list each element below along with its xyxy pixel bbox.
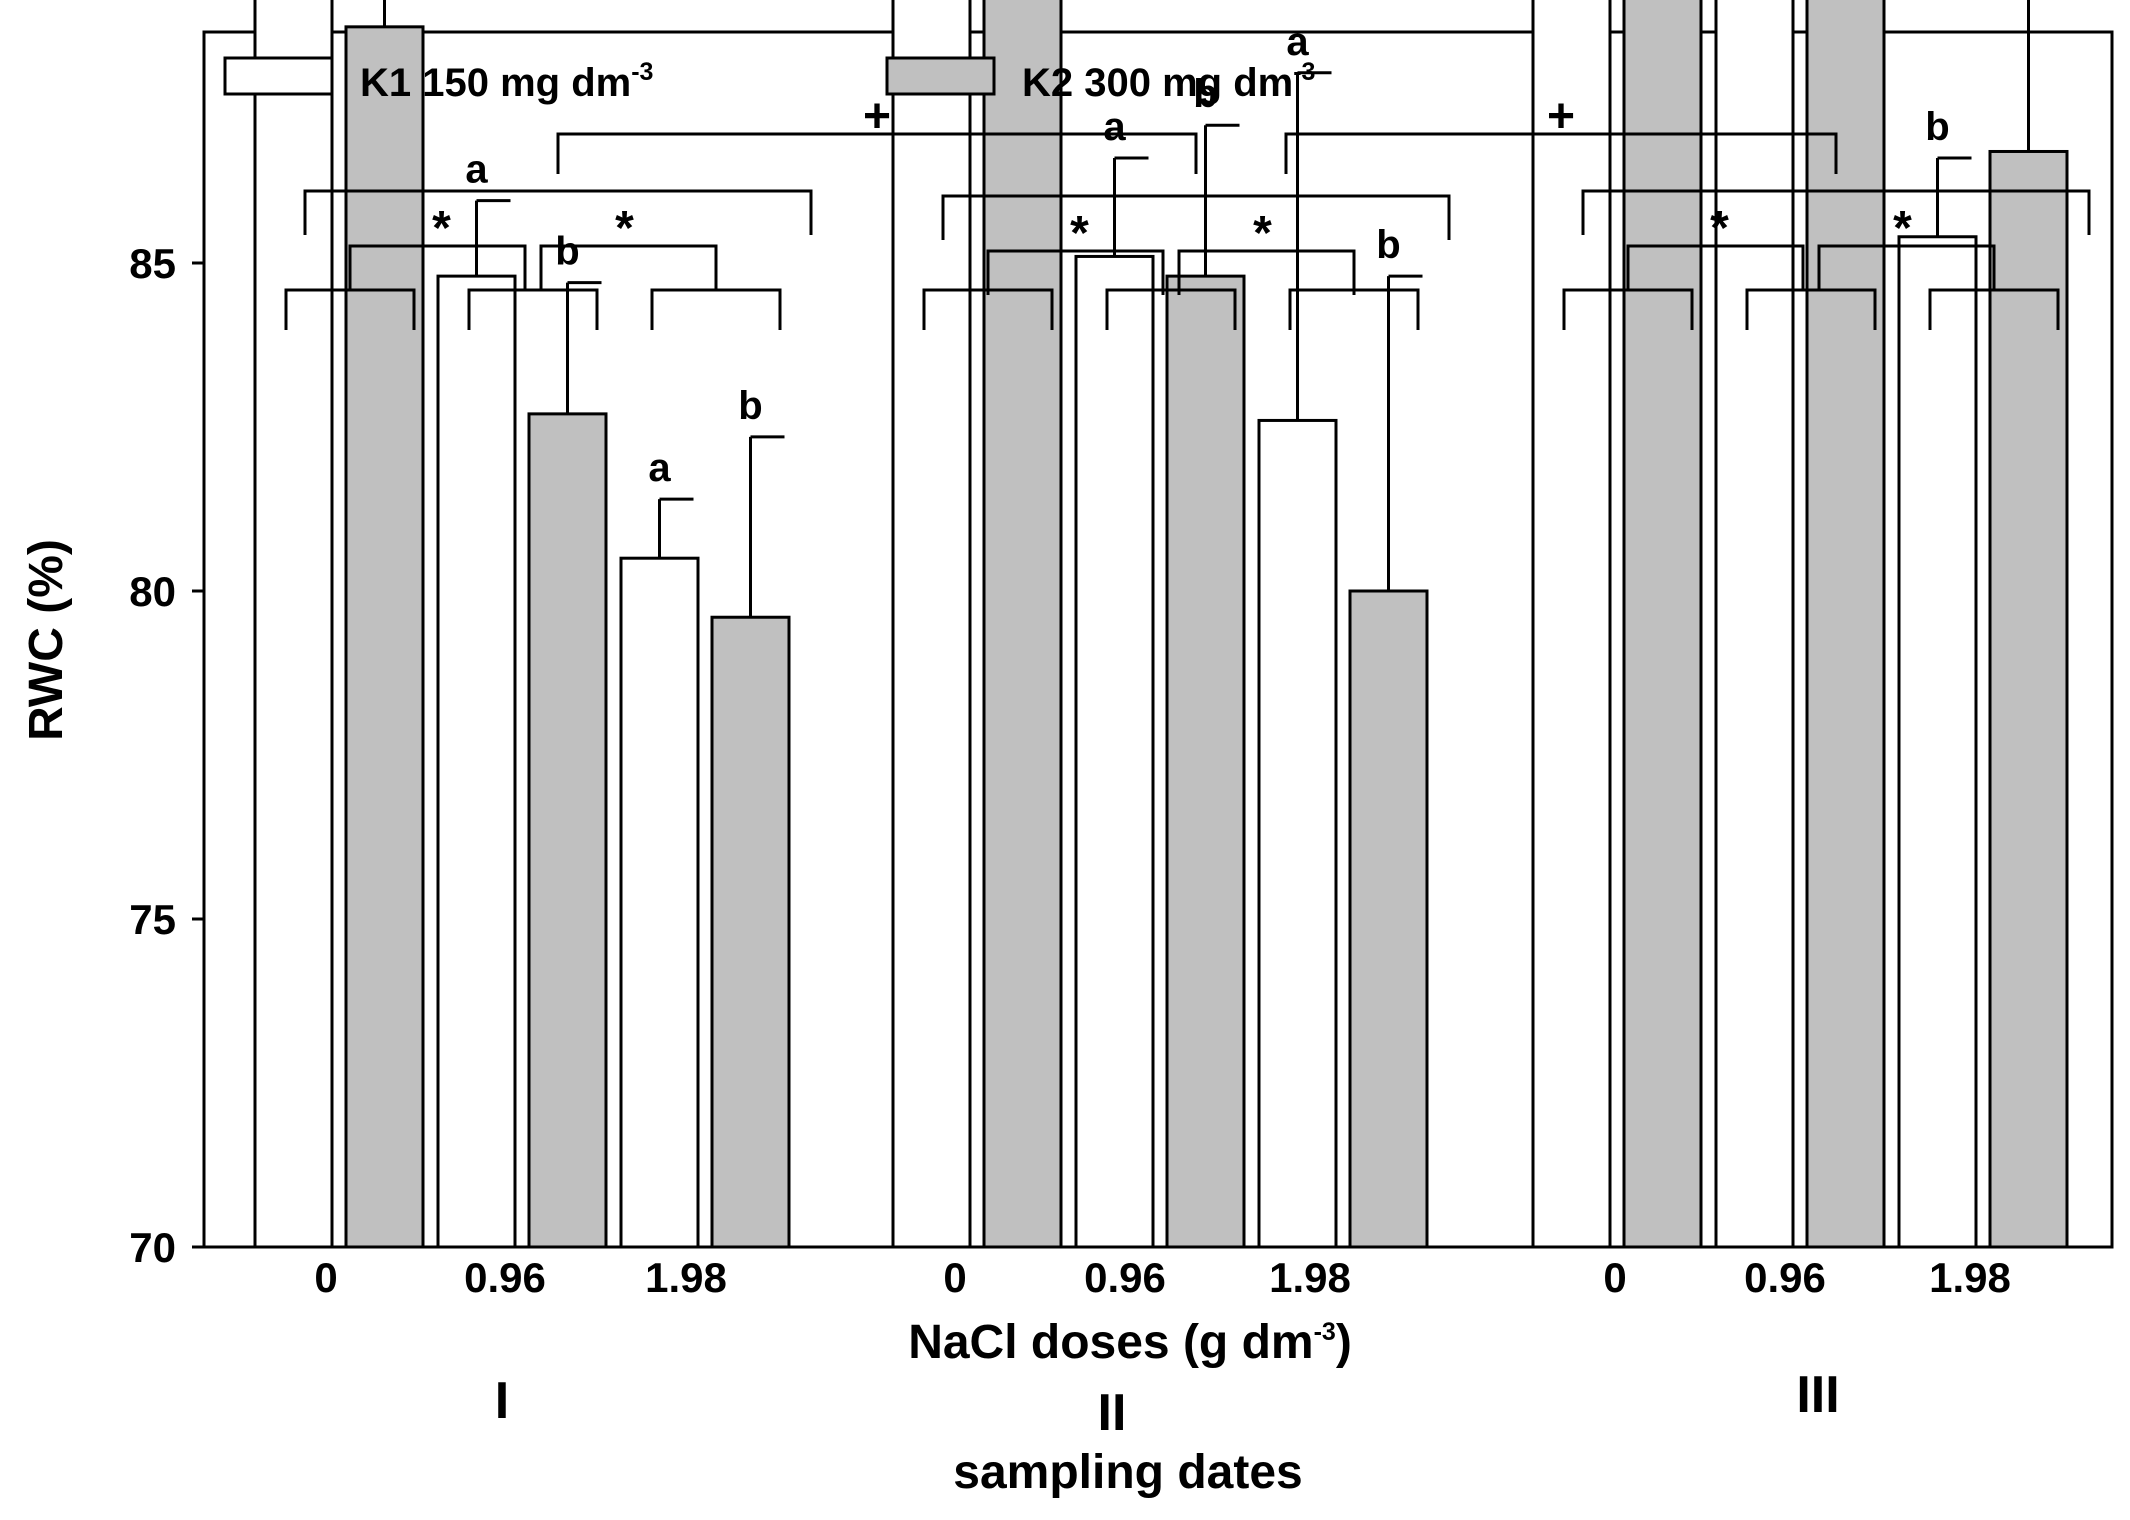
legend-swatch-k1 — [223, 56, 334, 96]
x-tick-label: 0.96 — [464, 1254, 546, 1301]
date-significance-plus: + — [863, 90, 891, 143]
significance-letter: b — [1376, 223, 1400, 267]
significance-letter: b — [1925, 105, 1949, 149]
dose-significance-star: * — [1070, 207, 1089, 260]
bars-layer — [253, 0, 2069, 1249]
dose-significance-star: * — [432, 202, 451, 255]
legend: K1 150 mg dm-3 K2 300 mg dm-3 — [223, 56, 1315, 105]
legend-swatch-k2 — [885, 56, 996, 96]
significance-letter: b — [1193, 72, 1217, 116]
bar-k2-ii-2 — [1348, 589, 1429, 1249]
significance-letter: a — [465, 148, 488, 192]
bar-k1-i-0 — [253, 0, 334, 1249]
dose-significance-star: * — [615, 202, 634, 255]
dose-significance-star: * — [1253, 207, 1272, 260]
dose-significance-star: * — [1893, 202, 1912, 255]
bar-k2-i-0 — [344, 25, 425, 1249]
bar-k1-i-1 — [436, 274, 517, 1249]
bar-k1-iii-1 — [1714, 0, 1795, 1249]
sampling-date-label: III — [1796, 1366, 1839, 1424]
axis-layer: 707580859095100 — [129, 240, 2112, 1271]
y-tick-label: 80 — [129, 568, 176, 615]
dose-bracket — [986, 249, 1165, 295]
dose-bracket — [539, 244, 718, 290]
bar-k2-iii-2 — [1988, 149, 2069, 1249]
x-tick-label: 0.96 — [1084, 1254, 1166, 1301]
dose-bracket — [1817, 244, 1996, 290]
pair-bracket — [467, 288, 599, 330]
significance-letter: b — [555, 230, 579, 274]
pair-bracket — [1105, 288, 1237, 330]
bar-k2-iii-0 — [1622, 0, 1703, 1249]
dose-bracket — [1177, 249, 1356, 295]
y-tick-label: 85 — [129, 240, 176, 287]
dose-bracket — [1626, 244, 1805, 290]
significance-letter: a — [648, 446, 671, 490]
significance-letter: b — [738, 384, 762, 428]
bar-k2-ii-0 — [982, 0, 1063, 1249]
bar-k1-i-2 — [619, 556, 700, 1249]
y-tick-label: 70 — [129, 1224, 176, 1271]
pair-bracket — [1745, 288, 1877, 330]
pair-bracket — [650, 288, 782, 330]
dose-significance-star: * — [1710, 202, 1729, 255]
y-tick-label: 75 — [129, 896, 176, 943]
legend-label-k1: K1 150 mg dm-3 — [360, 58, 653, 105]
labels-layer: ababab00.961.98Iababab00.961.98IIababba0… — [314, 20, 2011, 1442]
bar-k1-iii-0 — [1531, 0, 1612, 1249]
legend-label-k2: K2 300 mg dm-3 — [1022, 58, 1315, 105]
significance-letter: a — [1103, 105, 1126, 149]
group-bracket — [1581, 189, 2091, 235]
bar-k2-iii-1 — [1805, 0, 1886, 1249]
dose-bracket — [348, 244, 527, 290]
bar-k2-ii-1 — [1165, 274, 1246, 1249]
bar-k1-ii-2 — [1257, 418, 1338, 1249]
x-tick-label: 0 — [1603, 1254, 1626, 1301]
y-axis-title: RWC (%) — [20, 539, 73, 741]
x-tick-label: 1.98 — [1929, 1254, 2011, 1301]
date-bracket — [1284, 132, 1838, 174]
significance-letter: a — [1286, 20, 1309, 64]
sampling-date-label: II — [1098, 1384, 1127, 1442]
x-tick-label: 0 — [314, 1254, 337, 1301]
bar-k2-i-1 — [527, 412, 608, 1249]
x-tick-label: 0 — [943, 1254, 966, 1301]
bar-k1-ii-1 — [1074, 254, 1155, 1249]
sampling-date-label: I — [495, 1372, 509, 1430]
bar-k1-iii-2 — [1897, 235, 1978, 1249]
group-bracket — [303, 189, 813, 235]
bar-k2-i-2 — [710, 615, 791, 1249]
x-tick-label: 0.96 — [1744, 1254, 1826, 1301]
x-tick-label: 1.98 — [645, 1254, 727, 1301]
bar-k1-ii-0 — [891, 0, 972, 1249]
date-significance-plus: + — [1547, 90, 1575, 143]
pair-bracket — [1288, 288, 1420, 330]
x-tick-label: 1.98 — [1269, 1254, 1351, 1301]
group-bracket — [941, 194, 1451, 240]
x-axis-title: NaCl doses (g dm-3) — [908, 1316, 1352, 1369]
sampling-dates-title: sampling dates — [953, 1446, 1302, 1499]
significance-brackets: * * * * * * + + — [284, 90, 2091, 330]
date-bracket — [556, 132, 1198, 174]
